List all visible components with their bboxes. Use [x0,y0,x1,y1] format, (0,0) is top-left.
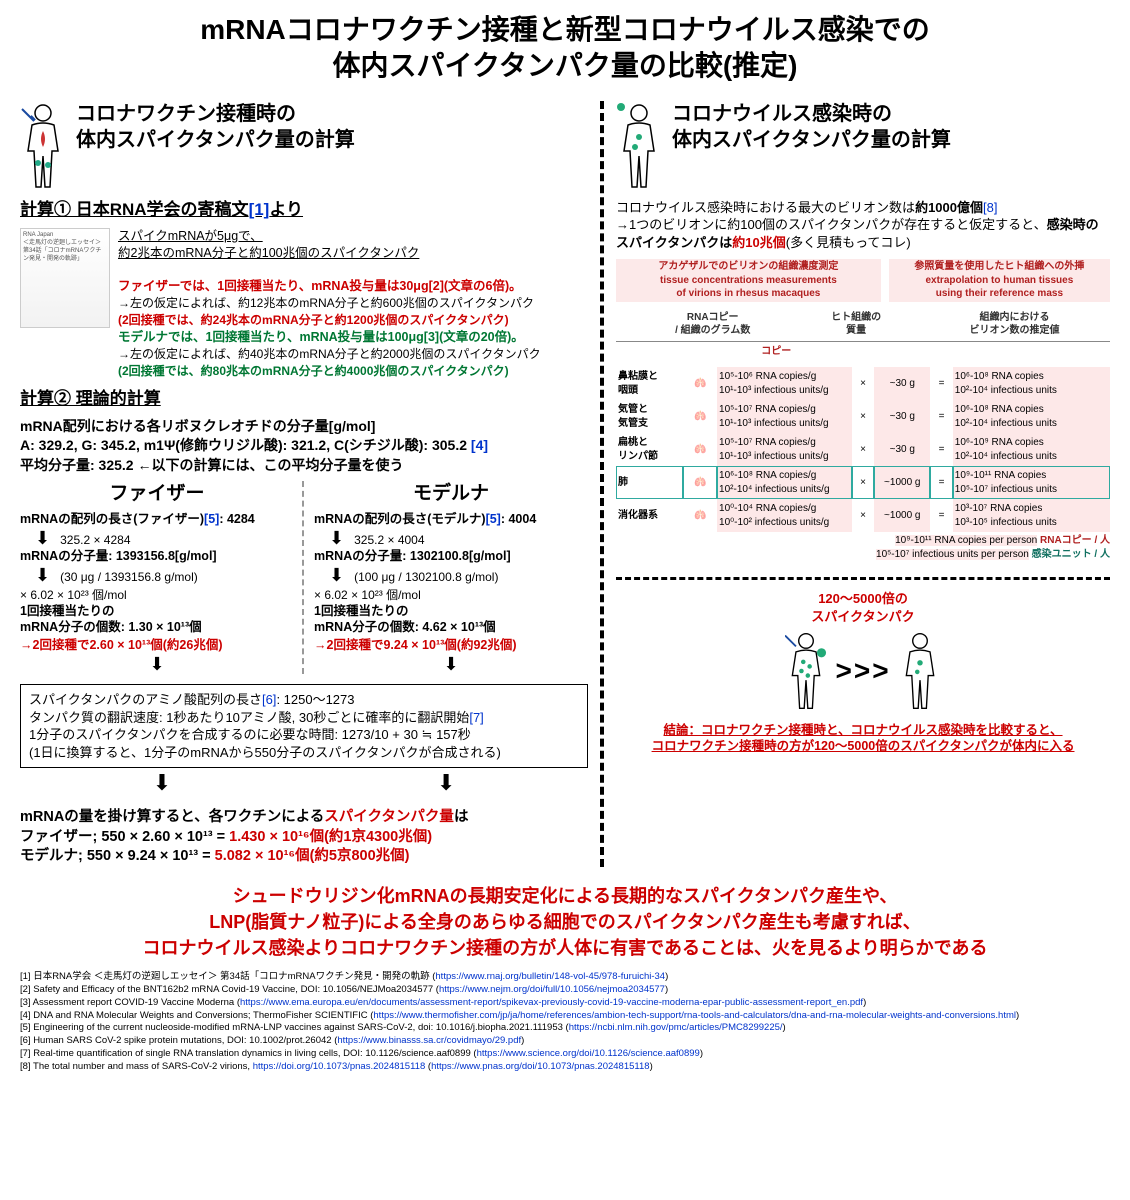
right-column: コロナウイルス感染時の体内スパイクタンパク量の計算 コロナウイルス感染時における… [600,101,1110,867]
box-l2: タンパク質の翻訳速度: 1秒あたり10アミノ酸, 30秒ごとに確率的に翻訳開始[… [29,709,579,727]
md-l2: →左の仮定によれば、約40兆本のmRNA分子と約2000兆個のスパイクタンパク [118,347,541,361]
tissue-table: RNAコピー/ 組織のグラム数 ヒト組織の質量 組織内におけるビリオン数の推定値… [616,308,1110,362]
pfizer-col: ファイザー mRNAの配列の長さ(ファイザー)[5]: 4284 ⬇ 325.2… [20,481,294,674]
md-title: モデルナ [314,481,588,507]
right-header: コロナウイルス感染時の体内スパイクタンパク量の計算 [672,101,951,153]
arrow-icon: ⬇ [20,655,294,673]
left-header: コロナワクチン接種時の体内スパイクタンパク量の計算 [76,101,355,153]
tissue-row: 肺 🫁 10⁶-10⁸ RNA copies/g10²-10⁴ infectio… [616,466,1110,499]
md-mw: mRNAの分子量: 1302100.8[g/mol] [314,548,588,565]
translation-box: スパイクタンパクのアミノ酸配列の長さ[6]: 1250～1273 タンパク質の翻… [20,684,588,768]
arrow-icon: ⬇ [314,655,588,673]
table-caption: アカゲザルでのビリオンの組織濃度測定tissue concentrations … [616,259,1110,302]
references: [1] 日本RNA学会 ＜走馬灯の逆廻しエッセイ＞ 第34話「コロナmRNAワク… [20,971,1110,1074]
res-pf: ファイザー; 550 × 2.60 × 10¹³ = 1.430 × 10¹⁶個… [20,829,432,845]
intro-box: RNA Japan＜走馬灯の逆廻しエッセイ＞第34話「コロナmRNAワクチン発見… [20,228,588,380]
pf-l2: →左の仮定によれば、約12兆本のmRNA分子と約600兆個のスパイクタンパク [118,296,534,310]
tissue-row: 扁桃と リンパ節 🫁 10⁵-10⁷ RNA copies/g10¹-10³ i… [616,433,1110,466]
tissue-row: 消化器系 🫁 10⁰-10⁴ RNA copies/g10⁰-10² infec… [616,499,1110,532]
infection-person-small-icon [899,630,941,712]
comparison-illustration: >>> [616,630,1110,712]
calc2-heading: 計算② 理論的計算 [20,388,588,411]
greater-than-icon: >>> [835,652,890,690]
pfizer-moderna-row: ファイザー mRNAの配列の長さ(ファイザー)[5]: 4284 ⬇ 325.2… [20,481,588,674]
res-head: mRNAの量を掛け算すると、各ワクチンによるスパイクタンパク量は [20,809,468,825]
article-thumb: RNA Japan＜走馬灯の逆廻しエッセイ＞第34話「コロナmRNAワクチン発見… [20,228,110,328]
box-l1: スパイクタンパクのアミノ酸配列の長さ[6]: 1250～1273 [29,691,579,709]
reference-line: [2] Safety and Efficacy of the BNT162b2 … [20,984,1110,997]
left-column: コロナワクチン接種時の体内スパイクタンパク量の計算 計算① 日本RNA学会の寄稿… [20,101,600,867]
pf-mw: mRNAの分子量: 1393156.8[g/mol] [20,548,294,565]
arrow-icon: ⬇ (100 μg / 1302100.8 g/mol)× 6.02 × 10²… [314,566,588,602]
intro-underline: スパイクmRNAが5μgで、約2兆本のmRNA分子と約100兆個のスパイクタンパ… [118,229,419,260]
reference-line: [5] Engineering of the current nucleosid… [20,1022,1110,1035]
md-count: 1回接種当たりのmRNA分子の個数: 4.62 × 10¹³個 [314,603,588,637]
col-mass: ヒト組織の質量 [801,308,911,342]
vaccine-person-icon [20,101,66,191]
tissue-row: 気管と 気管支 🫁 10⁵-10⁷ RNA copies/g10¹-10³ in… [616,400,1110,433]
right-intro: コロナウイルス感染時における最大のビリオン数は約1000億個[8] →1つのビリ… [616,199,1110,252]
reference-line: [7] Real-time quantification of single R… [20,1048,1110,1061]
pf-2x: →2回接種で2.60 × 10¹³個(約26兆個) [20,637,294,654]
multiplier-note: 120～5000倍のスパイクタンパク [616,590,1110,625]
box-l4: (1日に換算すると、1分子のmRNAから550分子のスパイクタンパクが合成される… [29,744,579,762]
pf-len: mRNAの配列の長さ(ファイザー)[5]: 4284 [20,511,294,528]
tissue-body: 鼻粘膜と 咽頭 🫁 10⁵-10⁶ RNA copies/g10¹-10³ in… [616,367,1110,532]
md-2x: →2回接種で9.24 × 10¹³個(約92兆個) [314,637,588,654]
mw-l1: mRNA配列における各リボヌクレオチドの分子量[g/mol] [20,417,588,436]
calc1-heading: 計算① 日本RNA学会の寄稿文[1]より [20,199,588,222]
md-l1: モデルナでは、1回接種当たり、mRNA投与量は100μg[3](文章の20倍)。 [118,330,524,344]
reference-line: [4] DNA and RNA Molecular Weights and Co… [20,1010,1110,1023]
col-rna: RNAコピー/ 組織のグラム数 [632,308,793,342]
reference-line: [6] Human SARS CoV-2 spike protein mutat… [20,1035,1110,1048]
pf-title: ファイザー [20,481,294,507]
right-conclusion: 結論：コロナワクチン接種時と、コロナウイルス感染時を比較すると、コロナワクチン接… [616,722,1110,756]
tissue-summary: 10⁹-10¹¹ RNA copies per person RNAコピー / … [616,534,1110,561]
arrow-icon: ⬇ 325.2 × 4284 [20,529,294,547]
md-len: mRNAの配列の長さ(モデルナ)[5]: 4004 [314,511,588,528]
vaccine-person-small-icon [785,630,827,712]
arrow-icon: ⬇ (30 μg / 1393156.8 g/mol)× 6.02 × 10²³… [20,566,294,602]
pf-l3: (2回接種では、約24兆本のmRNA分子と約1200兆個のスパイクタンパク) [118,313,509,327]
arrow-icon: ⬇ 325.2 × 4004 [314,529,588,547]
pf-count: 1回接種当たりのmRNA分子の個数: 1.30 × 10¹³個 [20,603,294,637]
mw-l3: 平均分子量: 325.2 ←以下の計算には、この平均分子量を使う [20,456,588,475]
mw-l2: A: 329.2, G: 345.2, m1Ψ(修飾ウリジル酸): 321.2,… [20,436,588,455]
main-title: mRNAコロナワクチン接種と新型コロナウイルス感染での体内スパイクタンパク量の比… [20,12,1110,85]
dashed-divider [616,577,1110,580]
intro-text: スパイクmRNAが5μgで、約2兆本のmRNA分子と約100兆個のスパイクタンパ… [118,228,541,380]
moderna-col: モデルナ mRNAの配列の長さ(モデルナ)[5]: 4004 ⬇ 325.2 ×… [302,481,588,674]
md-l3: (2回接種では、約80兆本のmRNA分子と約4000兆個のスパイクタンパク) [118,364,509,378]
main-conclusion: シュードウリジン化mRNAの長期安定化による長期的なスパイクタンパク産生や、LN… [20,883,1110,961]
box-l3: 1分子のスパイクタンパクを合成するのに必要な時間: 1273/10 + 30 ≒… [29,726,579,744]
reference-line: [8] The total number and mass of SARS-Co… [20,1061,1110,1074]
infection-person-icon [616,101,662,191]
tissue-row: 鼻粘膜と 咽頭 🫁 10⁵-10⁶ RNA copies/g10¹-10³ in… [616,367,1110,400]
result-block: mRNAの量を掛け算すると、各ワクチンによるスパイクタンパク量は ファイザー; … [20,808,588,867]
columns: コロナワクチン接種時の体内スパイクタンパク量の計算 計算① 日本RNA学会の寄稿… [20,101,1110,867]
reference-line: [1] 日本RNA学会 ＜走馬灯の逆廻しエッセイ＞ 第34話「コロナmRNAワク… [20,971,1110,984]
pf-l1: ファイザーでは、1回接種当たり、mRNA投与量は30μg[2](文章の6倍)。 [118,279,522,293]
res-md: モデルナ; 550 × 9.24 × 10¹³ = 5.082 × 10¹⁶個(… [20,848,410,864]
reference-line: [3] Assessment report COVID-19 Vaccine M… [20,997,1110,1010]
col-est: 組織内におけるビリオン数の推定値 [919,308,1110,342]
